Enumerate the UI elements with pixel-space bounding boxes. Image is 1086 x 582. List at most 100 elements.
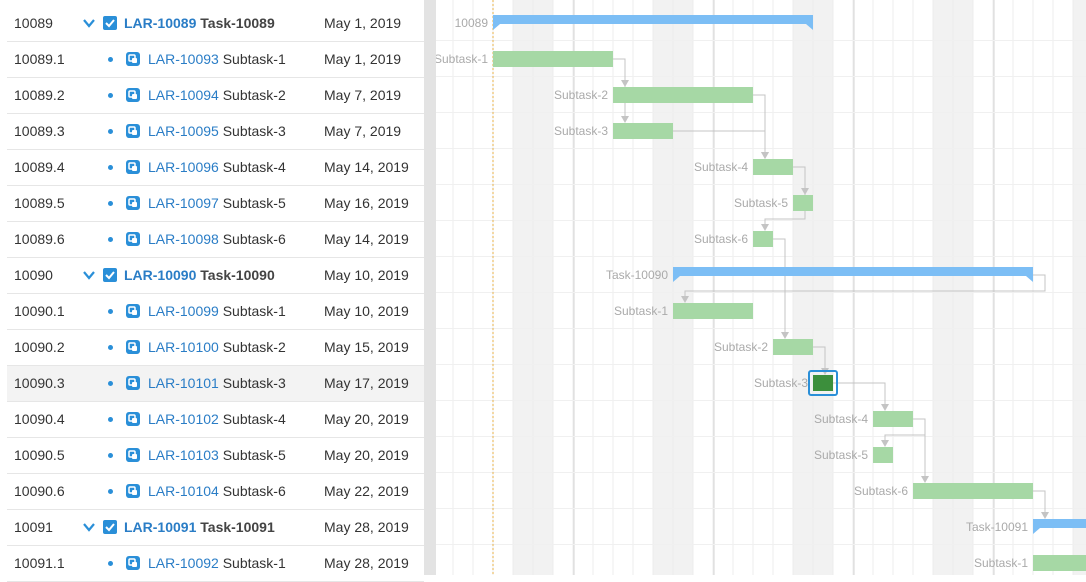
table-row[interactable]: 10089.1 LAR-10093 Subtask-1 May 1, 2019 [7, 42, 424, 78]
task-name-cell[interactable]: LAR-10090 Task-10090 [124, 258, 275, 293]
issue-key-link[interactable]: LAR-10090 [124, 267, 197, 283]
table-row[interactable]: 10089 LAR-10089 Task-10089 May 1, 2019 [7, 6, 424, 42]
issue-key-link[interactable]: LAR-10091 [124, 519, 197, 535]
bullet-icon [108, 417, 113, 422]
bullet-icon [108, 93, 113, 98]
issue-key-link[interactable]: LAR-10097 [148, 195, 219, 211]
task-name-cell[interactable]: LAR-10104 Subtask-6 [148, 474, 286, 509]
table-row[interactable]: 10089.4 LAR-10096 Subtask-4 May 14, 2019 [7, 150, 424, 186]
bar-label: Subtask-5 [814, 448, 868, 462]
task-name-cell[interactable]: LAR-10091 Task-10091 [124, 510, 275, 545]
issue-key-link[interactable]: LAR-10099 [148, 303, 219, 319]
bullet-icon [108, 201, 113, 206]
issue-key-link[interactable]: LAR-10093 [148, 51, 219, 67]
table-row[interactable]: 10089.5 LAR-10097 Subtask-5 May 16, 2019 [7, 186, 424, 222]
task-name-cell[interactable]: LAR-10092 Subtask-1 [148, 546, 286, 581]
issue-key-link[interactable]: LAR-10103 [148, 447, 219, 463]
task-name: Task-10089 [196, 15, 275, 31]
row-id: 10089.2 [14, 87, 65, 103]
task-name-cell[interactable]: LAR-10097 Subtask-5 [148, 186, 286, 221]
start-date: May 17, 2019 [324, 375, 409, 391]
task-name-cell[interactable]: LAR-10095 Subtask-3 [148, 114, 286, 149]
subtask-bar [753, 231, 773, 247]
bar-label: Subtask-3 [554, 124, 608, 138]
start-date: May 14, 2019 [324, 231, 409, 247]
issue-key-link[interactable]: LAR-10102 [148, 411, 219, 427]
task-name-cell[interactable]: LAR-10103 Subtask-5 [148, 438, 286, 473]
start-date: May 28, 2019 [324, 555, 409, 571]
weekend-column [653, 0, 673, 575]
table-row[interactable]: 10089.3 LAR-10095 Subtask-3 May 7, 2019 [7, 114, 424, 150]
task-name-cell[interactable]: LAR-10101 Subtask-3 [148, 366, 286, 401]
chevron-down-icon[interactable] [83, 17, 95, 29]
bar-label: 10089 [455, 16, 489, 30]
start-date: May 1, 2019 [324, 15, 402, 31]
row-id: 10089.6 [14, 231, 65, 247]
subtask-icon [126, 412, 140, 426]
dependency-link [673, 130, 766, 156]
task-name: Subtask-3 [218, 123, 286, 139]
start-date: May 22, 2019 [324, 483, 409, 499]
table-row[interactable]: 10089.6 LAR-10098 Subtask-6 May 14, 2019 [7, 222, 424, 258]
subtask-bar [813, 375, 833, 391]
subtask-icon [126, 88, 140, 102]
table-row[interactable]: 10091.1 LAR-10092 Subtask-1 May 28, 2019 [7, 546, 424, 582]
panel-splitter[interactable] [424, 0, 436, 575]
row-id: 10090.5 [14, 447, 65, 463]
task-bar-cap [806, 24, 813, 30]
bar-label: Subtask-4 [814, 412, 868, 426]
task-name-cell[interactable]: LAR-10094 Subtask-2 [148, 78, 286, 113]
gantt-chart: 10089 Subtask-1 Subtask-2 Subtask-3 Subtask-… [436, 0, 1086, 575]
start-date: May 20, 2019 [324, 411, 409, 427]
issue-key-link[interactable]: LAR-10092 [148, 555, 219, 571]
issue-key-link[interactable]: LAR-10104 [148, 483, 219, 499]
bullet-icon [108, 381, 113, 386]
subtask-bar [673, 303, 753, 319]
issue-key-link[interactable]: LAR-10096 [148, 159, 219, 175]
task-name-cell[interactable]: LAR-10099 Subtask-1 [148, 294, 286, 329]
task-name-cell[interactable]: LAR-10089 Task-10089 [124, 6, 275, 41]
task-name: Subtask-2 [218, 87, 286, 103]
subtask-bar [793, 195, 813, 211]
task-name-cell[interactable]: LAR-10096 Subtask-4 [148, 150, 286, 185]
issue-key-link[interactable]: LAR-10095 [148, 123, 219, 139]
bullet-icon [108, 129, 113, 134]
start-date: May 1, 2019 [324, 51, 402, 67]
table-row[interactable]: 10090.2 LAR-10100 Subtask-2 May 15, 2019 [7, 330, 424, 366]
task-name-cell[interactable]: LAR-10098 Subtask-6 [148, 222, 286, 257]
table-row[interactable]: 10091 LAR-10091 Task-10091 May 28, 2019 [7, 510, 424, 546]
dependency-link [913, 418, 926, 480]
task-name-cell[interactable]: LAR-10102 Subtask-4 [148, 402, 286, 437]
bar-label: Subtask-6 [854, 484, 908, 498]
dependency-arrow [681, 296, 689, 303]
row-id: 10090.2 [14, 339, 65, 355]
table-row[interactable]: 10090.1 LAR-10099 Subtask-1 May 10, 2019 [7, 294, 424, 330]
subtask-icon [126, 556, 140, 570]
table-row[interactable]: 10090.4 LAR-10102 Subtask-4 May 20, 2019 [7, 402, 424, 438]
table-row[interactable]: 10090 LAR-10090 Task-10090 May 10, 2019 [7, 258, 424, 294]
task-name-cell[interactable]: LAR-10100 Subtask-2 [148, 330, 286, 365]
issue-key-link[interactable]: LAR-10100 [148, 339, 219, 355]
task-name: Subtask-1 [218, 303, 286, 319]
table-row[interactable]: 10090.3 LAR-10101 Subtask-3 May 17, 2019 [7, 366, 424, 402]
issue-key-link[interactable]: LAR-10101 [148, 375, 219, 391]
issue-key-link[interactable]: LAR-10094 [148, 87, 219, 103]
chevron-down-icon[interactable] [83, 521, 95, 533]
table-row[interactable]: 10089.2 LAR-10094 Subtask-2 May 7, 2019 [7, 78, 424, 114]
issue-key-link[interactable]: LAR-10089 [124, 15, 197, 31]
weekend-column [1073, 0, 1086, 575]
subtask-bar [913, 483, 1033, 499]
bullet-icon [108, 345, 113, 350]
bullet-icon [108, 165, 113, 170]
task-name: Subtask-5 [218, 195, 286, 211]
issue-key-link[interactable]: LAR-10098 [148, 231, 219, 247]
subtask-icon [126, 484, 140, 498]
task-name: Subtask-4 [218, 411, 286, 427]
table-row[interactable]: 10090.6 LAR-10104 Subtask-6 May 22, 2019 [7, 474, 424, 510]
subtask-bar [613, 123, 673, 139]
checkbox-icon [103, 268, 117, 282]
task-bar-cap [1026, 276, 1033, 282]
table-row[interactable]: 10090.5 LAR-10103 Subtask-5 May 20, 2019 [7, 438, 424, 474]
task-name-cell[interactable]: LAR-10093 Subtask-1 [148, 42, 286, 77]
chevron-down-icon[interactable] [83, 269, 95, 281]
